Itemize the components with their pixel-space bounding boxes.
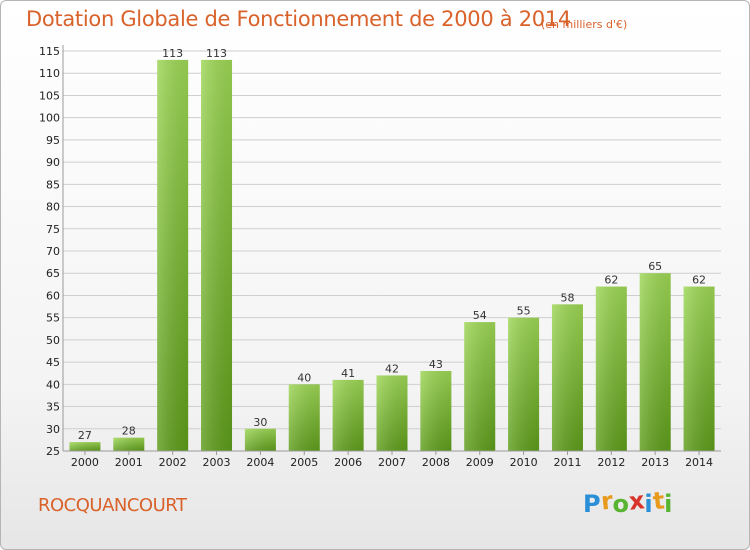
- value-label: 30: [253, 416, 267, 429]
- y-tick-label: 100: [39, 112, 60, 125]
- value-label: 43: [429, 358, 443, 371]
- proxiti-logo: Proxiti: [583, 486, 673, 518]
- value-label: 54: [473, 309, 487, 322]
- y-tick-label: 70: [46, 245, 60, 258]
- x-axis: 2000 2001 2002 2003 2004 2005 2006 2007 2008 2009…: [63, 450, 721, 469]
- y-tick-label: 90: [46, 156, 60, 169]
- x-tick-label: 2014: [685, 456, 713, 469]
- bar-shade-2004: [244, 428, 276, 451]
- y-tick-label: 75: [46, 223, 60, 236]
- value-label: 42: [385, 362, 399, 375]
- value-label: 62: [692, 274, 706, 287]
- x-tick-label: 2001: [115, 456, 143, 469]
- y-tick-label: 80: [46, 201, 60, 214]
- value-label: 41: [341, 367, 355, 380]
- y-tick-label: 55: [46, 312, 60, 325]
- logo-letter: i: [664, 490, 673, 518]
- x-tick-label: 2000: [71, 456, 99, 469]
- bar-shade-2010: [508, 317, 540, 451]
- value-label: 28: [122, 425, 136, 438]
- y-tick-label: 45: [46, 356, 60, 369]
- x-tick-label: 2005: [290, 456, 318, 469]
- bar-shade-2011: [551, 304, 583, 451]
- y-tick-label: 110: [39, 67, 60, 80]
- x-tick-label: 2010: [510, 456, 538, 469]
- bar-shade-2009: [464, 322, 496, 451]
- x-tick-label: 2007: [378, 456, 406, 469]
- value-label: 40: [297, 371, 311, 384]
- bar-shade-2006: [332, 379, 364, 451]
- bar-shade-2013: [639, 273, 671, 451]
- value-label: 27: [78, 429, 92, 442]
- y-tick-label: 85: [46, 178, 60, 191]
- bar-shade-2005: [288, 384, 320, 451]
- x-tick-label: 2013: [641, 456, 669, 469]
- bar-shade-2000: [69, 442, 101, 451]
- value-label: 113: [162, 47, 183, 60]
- chart-title: Dotation Globale de Fonctionnement de 20…: [26, 7, 571, 31]
- bar-shade-2002: [157, 59, 189, 452]
- y-tick-label: 65: [46, 267, 60, 280]
- x-tick-label: 2003: [203, 456, 231, 469]
- bar-shade-2012: [595, 286, 627, 451]
- y-tick-label: 50: [46, 334, 60, 347]
- bar-shade-2008: [420, 371, 452, 451]
- logo-letter: P: [583, 490, 601, 518]
- logo-letter: i: [644, 490, 653, 518]
- x-tick-label: 2011: [553, 456, 581, 469]
- y-tick-label: 95: [46, 134, 60, 147]
- y-tick-label: 25: [46, 445, 60, 458]
- y-tick-label: 60: [46, 289, 60, 302]
- y-tick-label: 115: [39, 45, 60, 58]
- bar-shade-2014: [683, 286, 715, 451]
- x-tick-label: 2004: [246, 456, 274, 469]
- y-tick-label: 105: [39, 89, 60, 102]
- value-label: 58: [560, 291, 574, 304]
- x-tick-label: 2012: [597, 456, 625, 469]
- bars: 27 28 113 113 30 40 41 42 43 54 55 58 62 65 62: [69, 47, 715, 452]
- x-tick-label: 2009: [466, 456, 494, 469]
- x-tick-label: 2002: [159, 456, 187, 469]
- y-tick-label: 40: [46, 378, 60, 391]
- logo-letter: t: [651, 486, 666, 516]
- value-label: 65: [648, 260, 662, 273]
- town-name: ROCQUANCOURT: [38, 495, 187, 516]
- y-tick-label: 30: [46, 423, 60, 436]
- value-label: 113: [206, 47, 227, 60]
- bar-shade-2007: [376, 375, 408, 451]
- y-axis: 25 30 35 40 45 50 55 60 65 70 75 80 85 90 95 100 105 110 1…: [39, 45, 60, 458]
- value-label: 55: [517, 305, 531, 318]
- value-label: 62: [604, 274, 618, 287]
- logo-letter: r: [599, 486, 614, 516]
- bar-shade-2003: [201, 59, 233, 452]
- y-tick-label: 35: [46, 401, 60, 414]
- bar-shade-2001: [113, 437, 145, 451]
- logo-letter: x: [627, 486, 646, 516]
- x-tick-label: 2006: [334, 456, 362, 469]
- logo-letter: o: [612, 490, 629, 518]
- x-tick-label: 2008: [422, 456, 450, 469]
- chart-subtitle: (en milliers d'€): [541, 18, 628, 31]
